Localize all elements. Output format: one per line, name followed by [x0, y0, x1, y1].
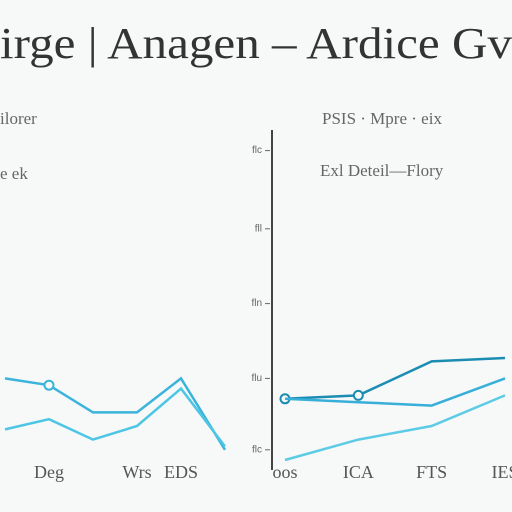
x-tick-label: IES [492, 462, 512, 482]
page-title: irge | Anagen – Ardice Gv [0, 19, 512, 68]
series-line [4, 386, 226, 448]
y-tick-label: flc [252, 145, 262, 156]
x-tick-label: FTS [416, 462, 447, 482]
right-subtitle: Exl Deteil—Flory [320, 161, 444, 180]
series-line [284, 394, 506, 462]
left-subtitle: e ek [0, 164, 28, 183]
y-tick-label: flu [251, 373, 262, 384]
x-tick-label: Deg [34, 462, 64, 482]
left-title: ilorer [0, 109, 37, 128]
x-tick-label: Wrs [122, 462, 151, 482]
x-tick-label: EDS [164, 462, 198, 482]
y-tick-label: fll [255, 223, 262, 234]
y-tick-label: fln [251, 298, 262, 309]
series-line [284, 377, 506, 407]
x-tick-label: ICA [343, 462, 374, 482]
right-title: PSIS · Mpre · eix [322, 109, 442, 128]
y-tick-label: flc [252, 444, 262, 455]
series-line [4, 376, 227, 451]
series-line [284, 356, 506, 401]
point [352, 389, 364, 401]
x-tick-label: oos [272, 462, 297, 482]
point [43, 379, 55, 391]
